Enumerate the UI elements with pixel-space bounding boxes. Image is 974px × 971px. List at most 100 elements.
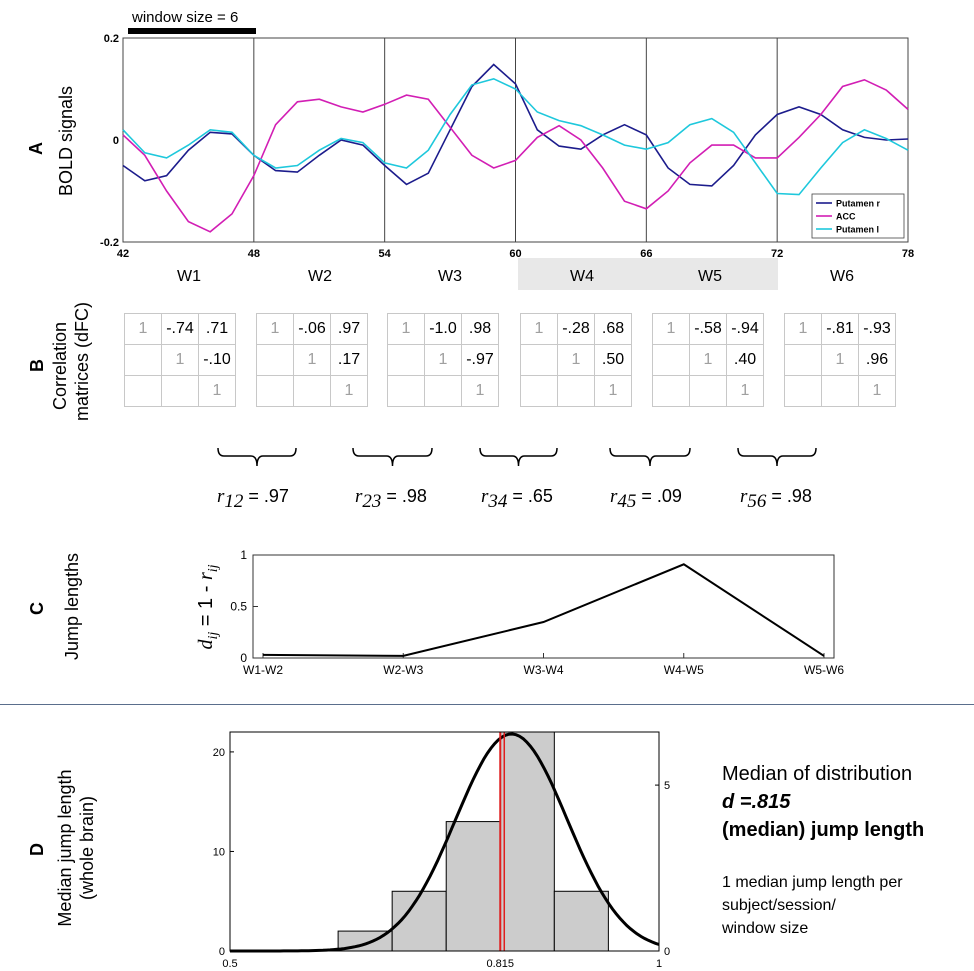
x-tick-label: W1-W2 — [243, 663, 283, 677]
window-label-w5: W5 — [698, 268, 722, 285]
matrix-cell — [652, 375, 690, 407]
x-tick-label: 48 — [248, 248, 260, 260]
matrix-cell: 1 — [557, 344, 595, 376]
jump-lengths-chart: 0 0.5 1 W1-W2 W2-W3 W3-W4 W4-W5 W5-W6 — [230, 548, 844, 677]
panel-divider — [0, 704, 974, 705]
x-tick-label: W2-W3 — [383, 663, 423, 677]
x-tick-label: W3-W4 — [524, 663, 564, 677]
matrix-cell — [520, 375, 558, 407]
matrix-cell: 1 — [726, 375, 764, 407]
y-tick-label-right: 0 — [664, 946, 670, 958]
window-label-w2: W2 — [308, 268, 332, 285]
x-tick-label: 42 — [117, 248, 129, 260]
x-tick-label: W4-W5 — [664, 663, 704, 677]
window-label-w4: W4 — [570, 268, 594, 285]
r-value-56: r56 = .98 — [740, 486, 812, 512]
matrix-cell — [557, 375, 595, 407]
plot-frame — [229, 731, 660, 952]
correlation-matrix-w2: 1 -.06.97 1.17 1 — [256, 313, 368, 407]
matrix-cell — [652, 344, 690, 376]
panel-b-ylabel-line2: matrices (dFC) — [72, 301, 92, 421]
matrix-cell: -.94 — [726, 313, 764, 345]
matrix-cell — [256, 344, 294, 376]
x-tick-label: 60 — [509, 248, 521, 260]
median-text-line2: d =.815 — [722, 791, 791, 813]
matrix-cell: .17 — [330, 344, 368, 376]
matrix-cell: .71 — [198, 313, 236, 345]
panel-b-ylabel: Correlation matrices (dFC) — [49, 301, 93, 421]
matrix-cell: -.97 — [461, 344, 499, 376]
matrix-cell: 1 — [124, 313, 162, 345]
correlation-matrix-w4: 1 -.28.68 1.50 1 — [520, 313, 632, 407]
r-value-45: r45 = .09 — [610, 486, 682, 512]
bold-signals-chart: window size = 6 42 48 54 60 66 72 78 0.2 0 -0.2 P… — [100, 9, 914, 290]
x-tick-label: 78 — [902, 248, 914, 260]
matrix-cell: 1 — [784, 313, 822, 345]
brackets — [217, 447, 817, 467]
window-highlight — [518, 258, 778, 290]
matrix-cell: 1 — [330, 375, 368, 407]
histogram-bar-3 — [445, 821, 501, 952]
matrix-cell: .68 — [594, 313, 632, 345]
matrix-cell: 1 — [424, 344, 462, 376]
histogram-bar-5 — [553, 890, 609, 952]
bracket-1 — [217, 447, 297, 467]
bracket-4 — [609, 447, 691, 467]
window-label-w3: W3 — [438, 268, 462, 285]
series-line-2 — [122, 77, 909, 196]
panel-b-letter: B — [27, 359, 47, 372]
matrix-cell: -.93 — [858, 313, 896, 345]
matrix-cell: 1 — [198, 375, 236, 407]
window-label-w6: W6 — [830, 268, 854, 285]
matrix-cell — [256, 375, 294, 407]
correlation-matrix-w5: 1 -.58 -.94 1.40 1 — [652, 313, 764, 407]
matrix-cell: 1 — [520, 313, 558, 345]
matrix-cell — [821, 375, 859, 407]
matrix-cell: 1 — [256, 313, 294, 345]
median-text-line3: (median) jump length — [722, 819, 925, 841]
matrix-cell: 1 — [594, 375, 632, 407]
x-tick-label: 0.815 — [487, 958, 515, 970]
matrix-cell: -.81 — [821, 313, 859, 345]
y-tick-label: 0 — [113, 135, 119, 147]
x-tick-label: W5-W6 — [804, 663, 844, 677]
window-size-label: window size = 6 — [131, 9, 238, 26]
window-label-w1: W1 — [177, 268, 201, 285]
bracket-2 — [352, 447, 433, 467]
matrix-cell — [124, 344, 162, 376]
matrix-cell — [424, 375, 462, 407]
jump-length-line — [262, 563, 825, 657]
r-value-23: r23 = .98 — [355, 486, 427, 512]
correlation-matrix-w1: 1 -.74.71 1 -.10 1 — [124, 313, 236, 407]
note-line2: subject/session/ — [722, 897, 836, 914]
r-value-34: r34 = .65 — [481, 486, 553, 512]
matrix-cell: 1 — [652, 313, 690, 345]
legend-entry: Putamen r — [836, 199, 881, 209]
matrix-cell: -.74 — [161, 313, 199, 345]
note-line3: window size — [722, 920, 809, 937]
matrix-cell: 1 — [293, 344, 331, 376]
matrix-cell: 1 — [387, 313, 425, 345]
y-tick-label: -0.2 — [100, 237, 119, 249]
correlation-matrix-w6: 1 -.81 -.93 1.96 1 — [784, 313, 896, 407]
y-tick-label: 0 — [240, 651, 247, 665]
y-tick-label: 0.2 — [104, 33, 119, 45]
matrix-cell: -.10 — [198, 344, 236, 376]
matrix-cell: -.58 — [689, 313, 727, 345]
correlation-matrix-w3: 1 -1.0.98 1 -.97 1 — [387, 313, 499, 407]
x-tick-label: 66 — [640, 248, 652, 260]
matrix-cell: .97 — [330, 313, 368, 345]
matrix-cell — [124, 375, 162, 407]
matrix-cell: 1 — [689, 344, 727, 376]
matrix-cell: .40 — [726, 344, 764, 376]
y-tick-label: 1 — [240, 548, 247, 562]
matrix-cell — [520, 344, 558, 376]
y-tick-label-left: 0 — [219, 946, 225, 958]
y-tick-label-left: 20 — [213, 747, 225, 759]
matrix-cell: .96 — [858, 344, 896, 376]
matrix-cell — [387, 375, 425, 407]
matrix-cell: -.28 — [557, 313, 595, 345]
matrix-cell: .98 — [461, 313, 499, 345]
legend-entry: ACC — [836, 212, 856, 222]
